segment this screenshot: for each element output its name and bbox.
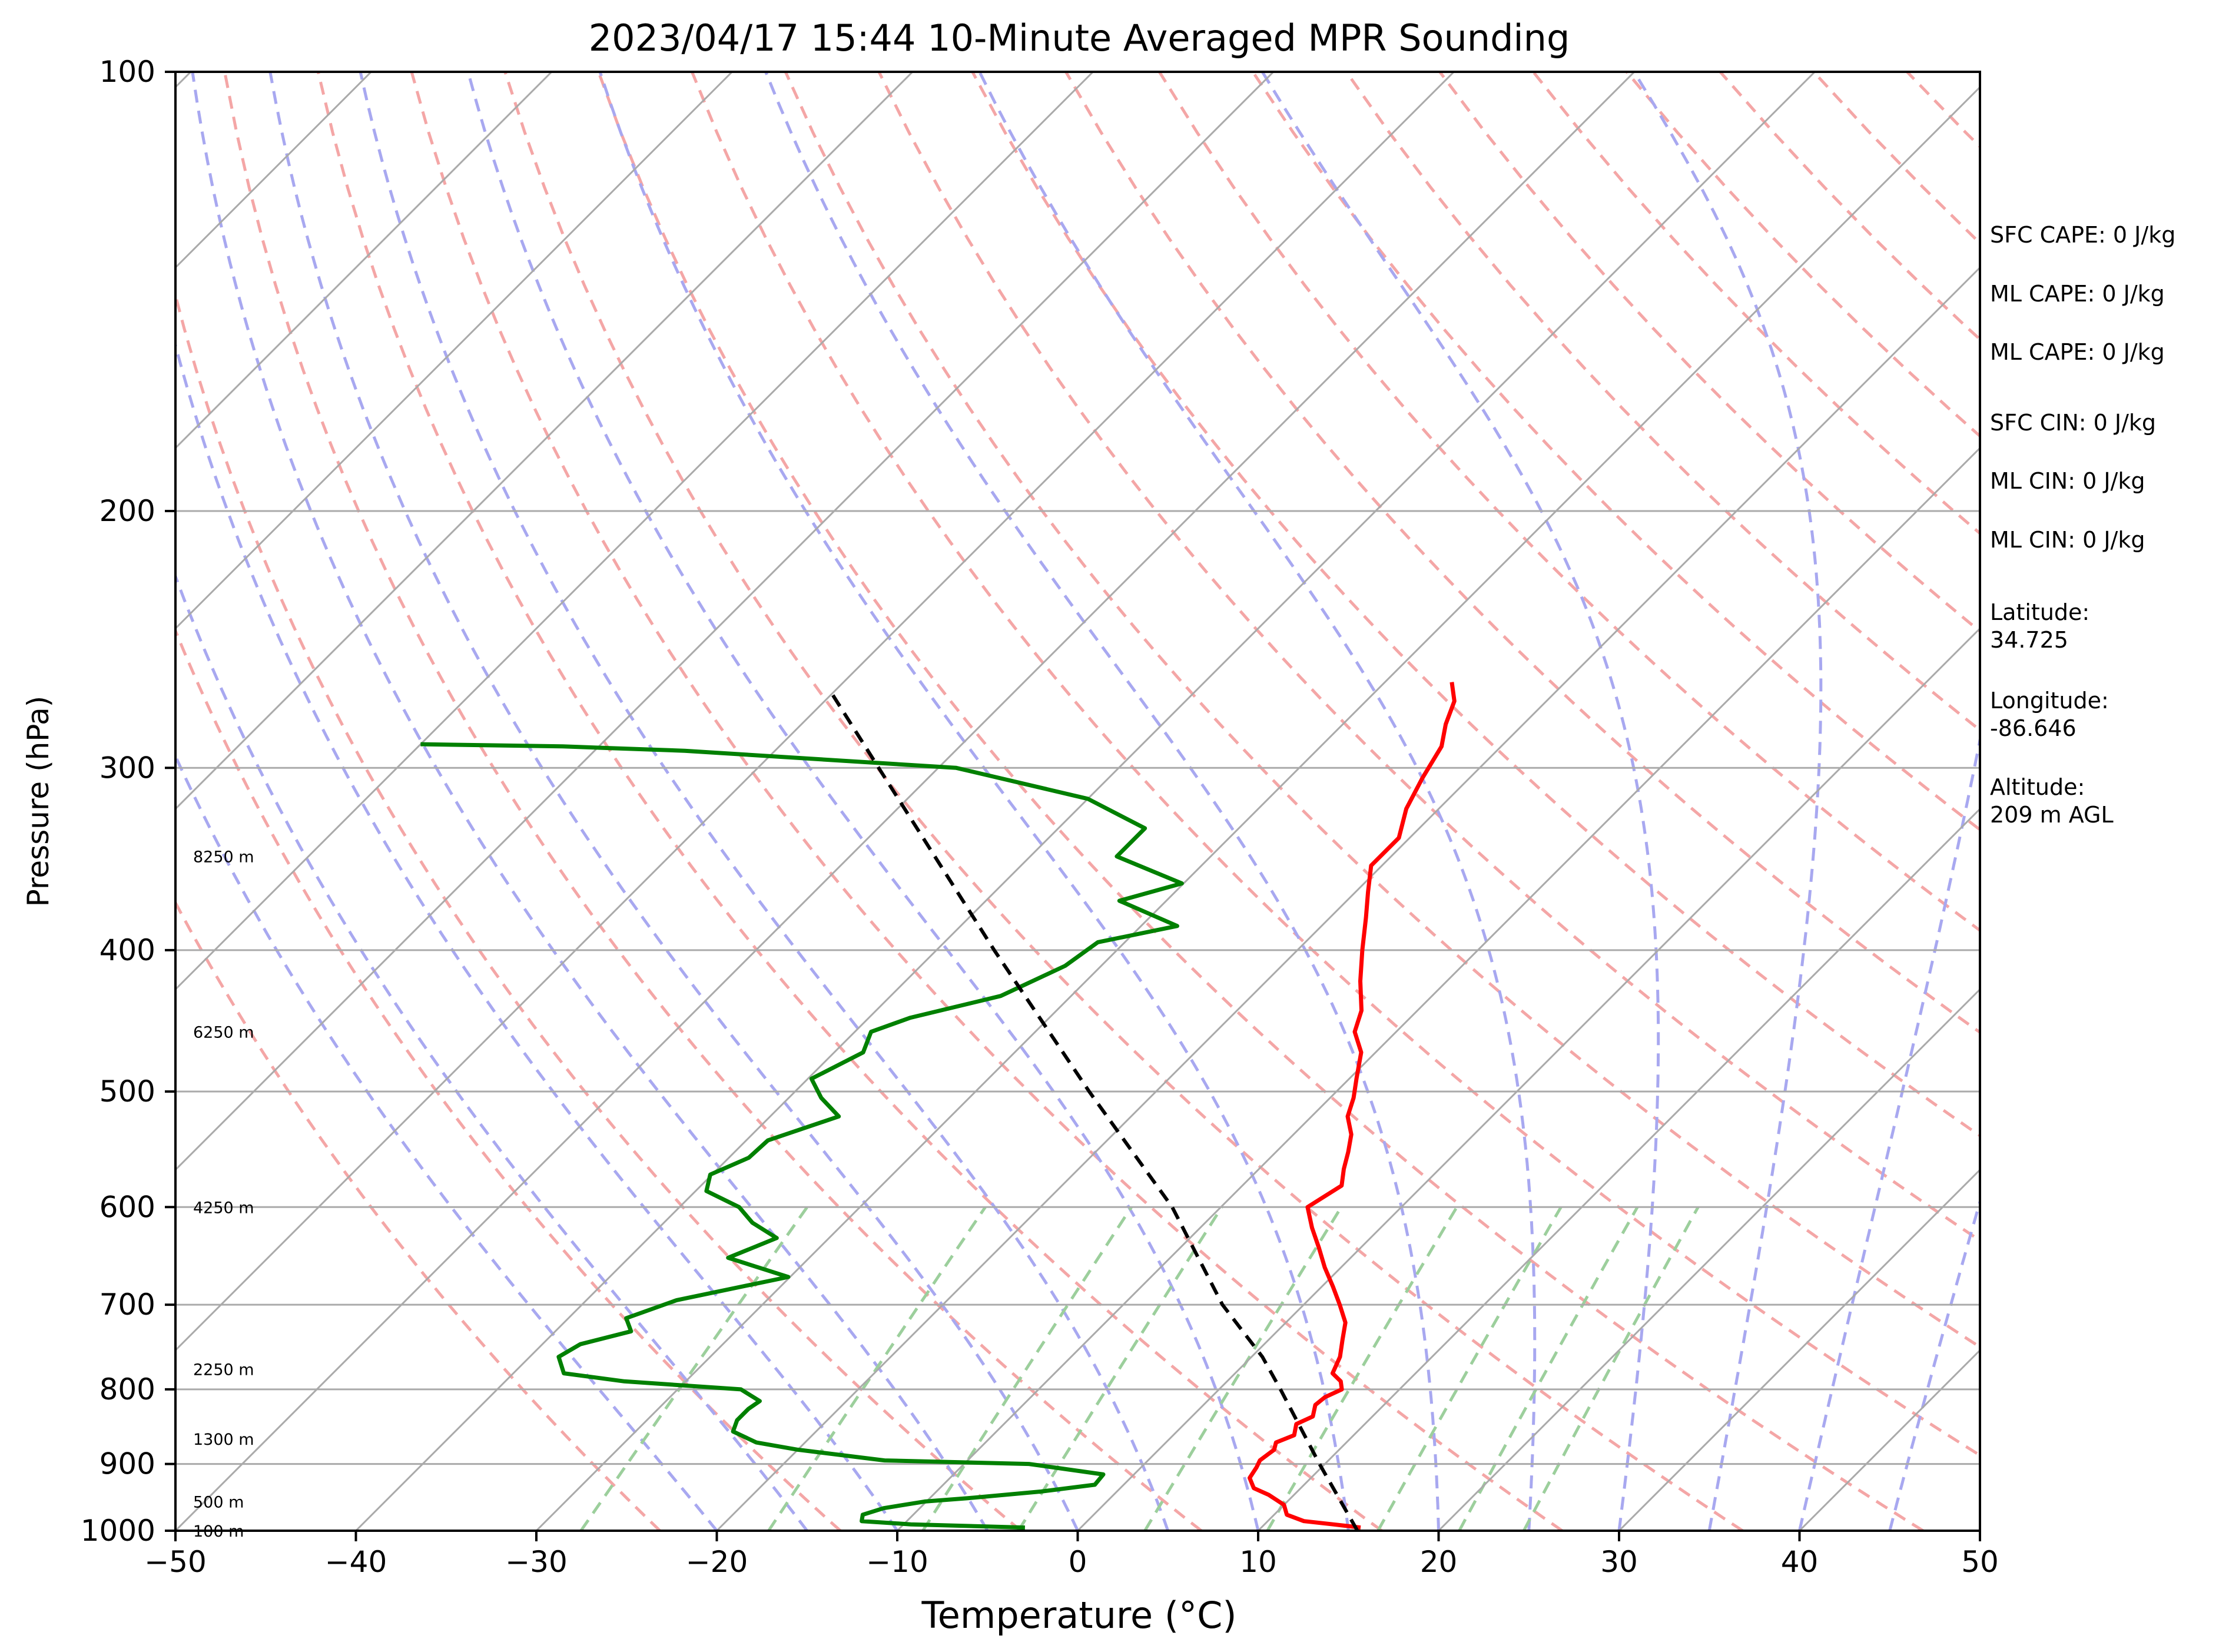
moist-adiabat [598, 72, 1350, 1531]
isotherm [1618, 1168, 1980, 1531]
height-label: 4250 m [193, 1199, 254, 1217]
dry-adiabat [1251, 72, 1980, 832]
height-label: 8250 m [193, 848, 254, 867]
y-tick-label: 900 [99, 1447, 155, 1481]
side-annotation: ML CAPE: 0 J/kg [1990, 281, 2165, 307]
dry-adiabat [175, 290, 1022, 1531]
side-annotation: Altitude: [1990, 774, 2085, 800]
isotherm [175, 72, 733, 630]
side-annotation: ML CIN: 0 J/kg [1990, 527, 2145, 553]
x-tick-label: 0 [1069, 1545, 1087, 1579]
chart-title: 2023/04/17 15:44 10-Minute Averaged MPR … [589, 16, 1570, 59]
isotherm [175, 72, 1275, 1172]
axis-layer: −50 −40 −30 −20 −10 0 10 20 30 40 50 100 200 300 400 50… [81, 55, 1999, 1579]
isotherm [175, 72, 1094, 991]
dry-adiabat [1064, 72, 1980, 1034]
reference-lines [175, 72, 1980, 1531]
y-tick-label: 800 [99, 1372, 155, 1406]
side-annotation: Latitude: [1990, 599, 2089, 625]
isotherm [175, 72, 553, 450]
x-tick-label: 10 [1239, 1545, 1277, 1579]
x-tick-label: 20 [1420, 1545, 1458, 1579]
moist-adiabat [175, 339, 899, 1531]
isotherm [1438, 988, 1980, 1531]
height-label: 1300 m [193, 1431, 254, 1449]
height-label: 500 m [193, 1493, 244, 1511]
parcel-profile-line [827, 688, 1359, 1531]
moist-adiabat [268, 72, 1079, 1531]
x-tick-label: −40 [325, 1545, 387, 1579]
moist-adiabat [1798, 732, 1980, 1531]
dry-adiabat [971, 72, 1980, 1138]
dry-adiabat [503, 72, 1744, 1531]
side-annotation: 209 m AGL [1990, 802, 2114, 828]
side-annotation: -86.646 [1990, 715, 2077, 741]
x-tick-label: −20 [686, 1545, 748, 1579]
x-tick-label: 50 [1961, 1545, 1999, 1579]
series-layer [420, 682, 1457, 1531]
moist-adiabat [764, 72, 1440, 1531]
side-annotation: 34.725 [1990, 627, 2068, 653]
side-annotation: ML CIN: 0 J/kg [1990, 468, 2145, 494]
y-tick-label: 400 [99, 933, 155, 967]
moist-adiabat [1888, 1196, 1980, 1531]
dry-adiabat [175, 626, 842, 1531]
mixing-ratio-line [1266, 1206, 1458, 1531]
y-tick-label: 200 [99, 494, 155, 528]
dry-adiabat [1345, 72, 1980, 732]
isotherm [175, 72, 1636, 1531]
x-axis-label: Temperature (°C) [921, 1594, 1236, 1637]
moist-adiabat [1633, 72, 1823, 1531]
x-tick-label: −10 [866, 1545, 928, 1579]
isotherm [175, 72, 914, 811]
side-annotation: SFC CIN: 0 J/kg [1990, 410, 2156, 436]
isotherm [175, 72, 1455, 1352]
isotherm [535, 85, 1980, 1531]
moist-adiabat [175, 572, 808, 1531]
moist-adiabat [191, 72, 989, 1531]
height-label: 100 m [193, 1522, 244, 1541]
x-tick-label: 40 [1781, 1545, 1819, 1579]
y-tick-label: 500 [99, 1074, 155, 1109]
side-annotation: Longitude: [1990, 688, 2109, 714]
side-annotation: SFC CAPE: 0 J/kg [1990, 222, 2175, 248]
x-tick-label: −30 [505, 1545, 568, 1579]
isotherm [896, 446, 1980, 1531]
temperature-profile-line [1248, 682, 1457, 1530]
isotherm [716, 266, 1980, 1531]
label-layer: 100 m 500 m 1300 m 2250 m 4250 m 6250 m 8250 m… [193, 222, 2175, 1541]
y-tick-label: 1000 [81, 1514, 155, 1548]
dry-adiabat [316, 72, 1383, 1531]
dry-adiabat [597, 72, 1924, 1531]
isotherm [1257, 807, 1980, 1531]
y-tick-label: 300 [99, 751, 155, 785]
x-tick-label: −50 [144, 1545, 207, 1579]
mixing-ratio-line [1143, 1206, 1343, 1531]
dry-adiabat [410, 72, 1563, 1531]
y-tick-label: 700 [99, 1288, 155, 1322]
dry-adiabat [877, 72, 1980, 1243]
y-tick-label: 600 [99, 1190, 155, 1224]
mixing-ratio-line [1017, 1206, 1223, 1531]
dry-adiabat [223, 72, 1203, 1531]
mixing-ratio-line [921, 1206, 1133, 1531]
side-annotation: ML CAPE: 0 J/kg [1990, 339, 2165, 365]
y-axis-label: Pressure (hPa) [21, 696, 55, 907]
mixing-ratio-line [1376, 1206, 1563, 1531]
isotherm [1077, 627, 1980, 1531]
height-label: 2250 m [193, 1361, 254, 1379]
moist-adiabat [978, 72, 1537, 1531]
isotherm [355, 72, 1816, 1531]
x-tick-label: 30 [1600, 1545, 1638, 1579]
moist-adiabat [175, 752, 718, 1531]
y-tick-label: 100 [99, 55, 155, 89]
height-label: 6250 m [193, 1024, 254, 1042]
dewpoint-profile-line [420, 742, 1184, 1530]
dry-adiabat [691, 72, 1980, 1457]
moist-adiabat [359, 72, 1170, 1531]
